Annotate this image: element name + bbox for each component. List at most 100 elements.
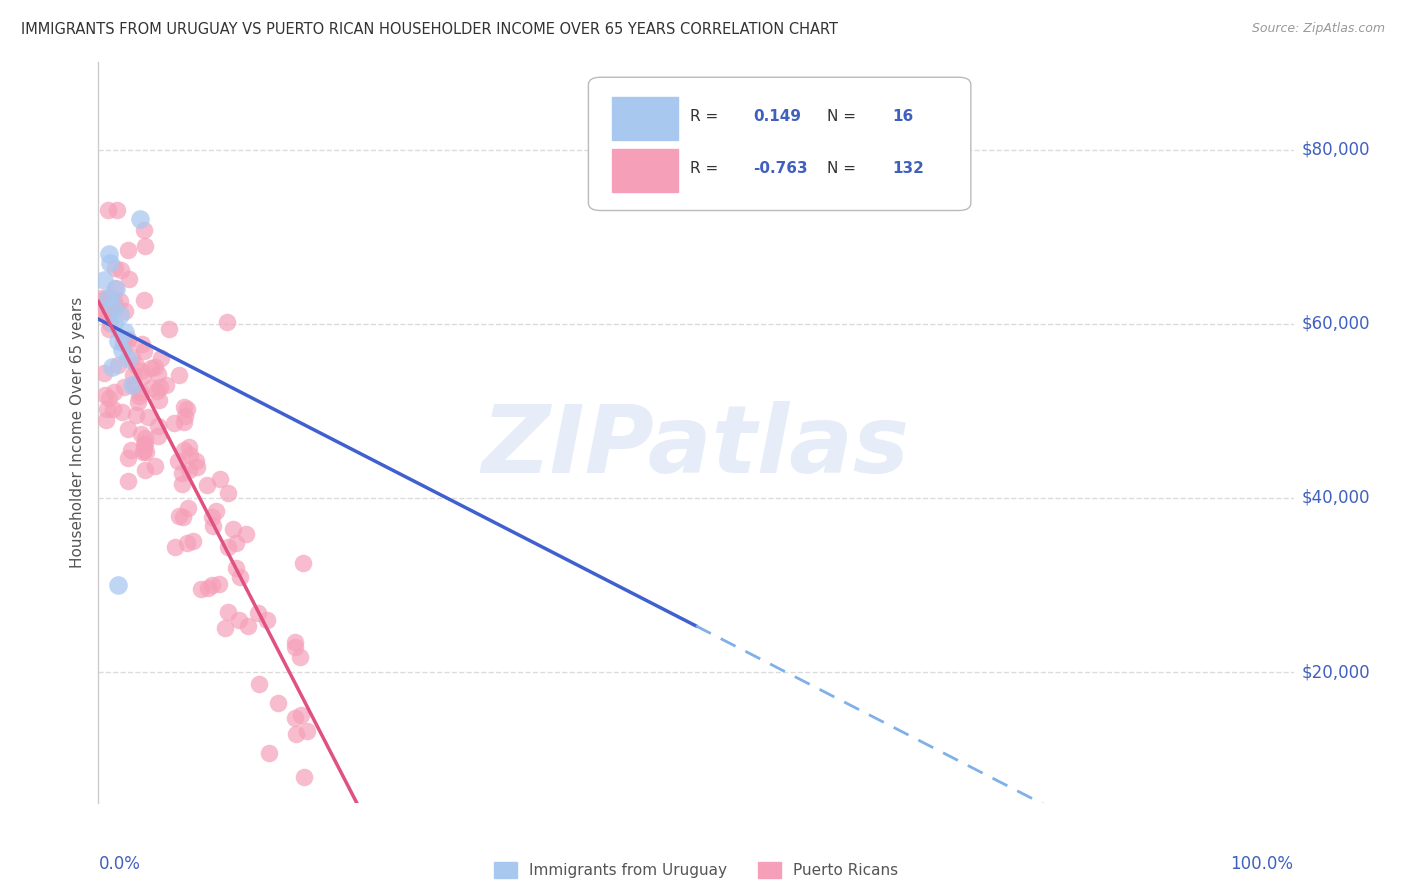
Point: [173, 409, 195, 423]
Point: [173, 416, 195, 430]
Text: 0.0%: 0.0%: [98, 855, 141, 872]
Point: [290, 708, 312, 723]
Legend: Immigrants from Uruguay, Puerto Ricans: Immigrants from Uruguay, Puerto Ricans: [488, 855, 904, 884]
Point: [101, 402, 124, 417]
Text: 0.149: 0.149: [754, 109, 801, 124]
Point: [107, 578, 129, 592]
Point: [214, 621, 236, 635]
Point: [107, 334, 129, 348]
Point: [176, 401, 198, 416]
Point: [111, 343, 134, 357]
Point: [117, 351, 139, 366]
Point: [202, 519, 225, 533]
Point: [217, 485, 239, 500]
Point: [93, 293, 115, 308]
Point: [110, 293, 132, 308]
Point: [135, 445, 157, 459]
Point: [134, 239, 156, 253]
Point: [97, 307, 120, 321]
Point: [284, 635, 307, 649]
Text: N =: N =: [827, 161, 862, 176]
Bar: [613, 149, 678, 192]
Point: [105, 282, 128, 296]
Point: [177, 440, 200, 454]
Text: IMMIGRANTS FROM URUGUAY VS PUERTO RICAN HOUSEHOLDER INCOME OVER 65 YEARS CORRELA: IMMIGRANTS FROM URUGUAY VS PUERTO RICAN …: [21, 22, 838, 37]
Point: [131, 336, 153, 351]
Point: [117, 332, 139, 346]
Bar: [613, 97, 678, 140]
Point: [114, 304, 136, 318]
Point: [132, 293, 155, 308]
Point: [136, 410, 159, 425]
Point: [139, 381, 162, 395]
Point: [117, 474, 139, 488]
Point: [134, 462, 156, 476]
Text: $20,000: $20,000: [1302, 663, 1371, 681]
Text: 16: 16: [891, 109, 914, 124]
Point: [121, 351, 143, 365]
Point: [129, 384, 152, 399]
Point: [195, 478, 218, 492]
Point: [163, 540, 186, 554]
Point: [197, 581, 219, 595]
Point: [98, 316, 121, 330]
Text: 132: 132: [891, 161, 924, 176]
Point: [94, 387, 117, 401]
Point: [217, 605, 239, 619]
Point: [107, 202, 129, 217]
Point: [228, 613, 250, 627]
Point: [290, 650, 312, 665]
Point: [114, 337, 136, 351]
Point: [96, 413, 118, 427]
Text: R =: R =: [690, 161, 723, 176]
Point: [107, 358, 129, 372]
Point: [93, 366, 115, 380]
Point: [207, 577, 229, 591]
Point: [146, 367, 169, 381]
Point: [170, 477, 193, 491]
Point: [97, 290, 120, 304]
Point: [125, 358, 148, 372]
Point: [217, 315, 239, 329]
Point: [100, 304, 122, 318]
Point: [100, 360, 122, 375]
Point: [184, 453, 207, 467]
Point: [96, 401, 118, 416]
Point: [112, 336, 135, 351]
Point: [186, 459, 208, 474]
Point: [179, 448, 201, 462]
Text: 100.0%: 100.0%: [1230, 855, 1294, 872]
Point: [148, 380, 170, 394]
Point: [139, 361, 162, 376]
Point: [284, 710, 307, 724]
Point: [90, 302, 112, 317]
Point: [134, 442, 156, 457]
Point: [169, 508, 191, 523]
Point: [104, 300, 127, 314]
Point: [112, 380, 135, 394]
Point: [292, 770, 315, 784]
Point: [129, 364, 152, 378]
Text: ZIPatlas: ZIPatlas: [482, 401, 910, 493]
Point: [131, 444, 153, 458]
Point: [204, 503, 226, 517]
Point: [170, 466, 193, 480]
Point: [259, 746, 281, 760]
Point: [97, 291, 120, 305]
Point: [225, 536, 247, 550]
Point: [209, 472, 232, 486]
Point: [132, 343, 155, 358]
Point: [225, 561, 247, 575]
Point: [163, 417, 186, 431]
Point: [238, 619, 260, 633]
Point: [122, 378, 145, 392]
Point: [150, 351, 173, 365]
Point: [110, 404, 132, 418]
Point: [267, 697, 290, 711]
Point: [181, 533, 204, 548]
Point: [176, 536, 198, 550]
Point: [121, 377, 143, 392]
Point: [217, 540, 239, 554]
Point: [98, 392, 121, 406]
Point: [155, 377, 177, 392]
